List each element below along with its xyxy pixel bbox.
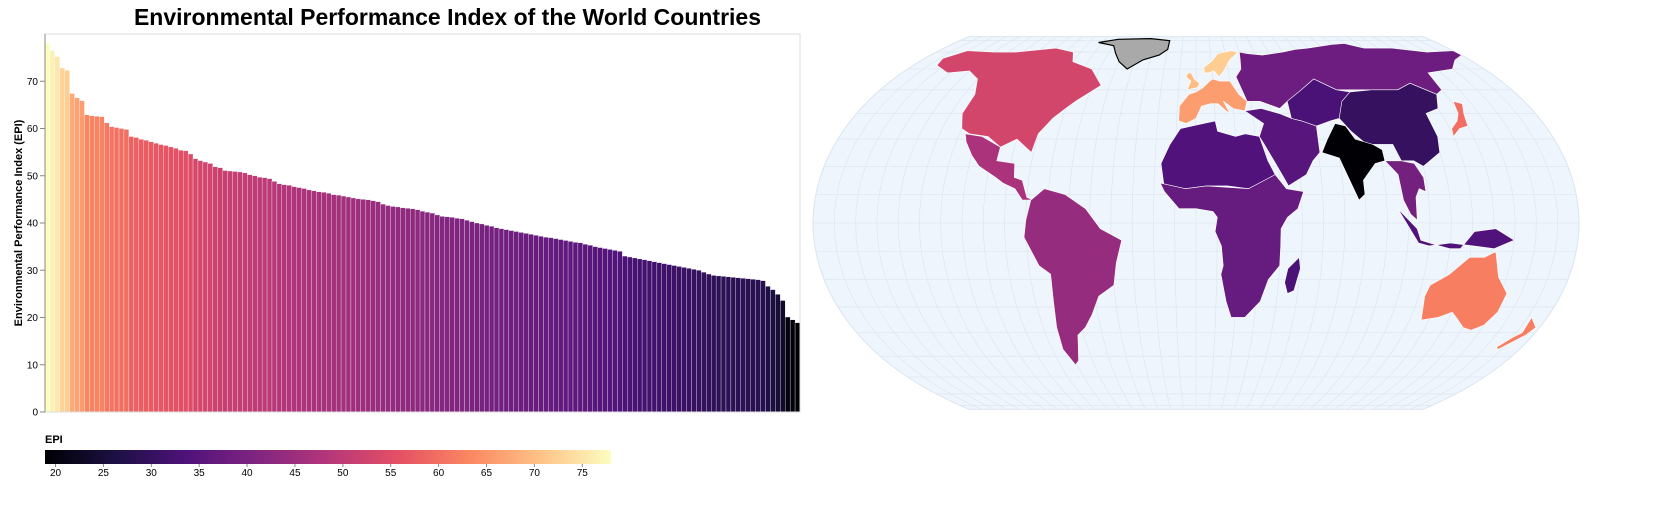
legend-tick-label: 30 xyxy=(146,468,158,479)
legend-tick-label: 55 xyxy=(385,468,397,479)
china-mongolia-region xyxy=(1338,82,1441,167)
legend-tick-label: 40 xyxy=(242,468,254,479)
madagascar-region xyxy=(1284,256,1301,294)
color-legend: EPI 20 25 30 35 40 45 50 55 60 65 70 75 xyxy=(45,434,611,479)
legend-tick-label: 75 xyxy=(577,468,589,479)
bar-chart: 0 10 20 30 40 50 60 70 Environmental Performanc… xyxy=(13,33,801,419)
legend-tick-label: 65 xyxy=(481,468,493,479)
y-tick-label: 50 xyxy=(27,171,39,182)
south-america-region xyxy=(1023,188,1123,366)
y-tick-label: 20 xyxy=(27,313,39,324)
chart-title: Environmental Performance Index of the W… xyxy=(133,4,762,30)
y-tick-label: 10 xyxy=(27,360,39,371)
legend-tick-label: 50 xyxy=(337,468,349,479)
new-zealand-region xyxy=(1496,316,1537,350)
japan-region xyxy=(1451,100,1469,138)
legend-tick-label: 45 xyxy=(289,468,301,479)
y-tick-label: 30 xyxy=(27,266,39,277)
greenland-region xyxy=(1098,37,1171,70)
uk-region xyxy=(1185,72,1200,91)
sub-saharan-africa-region xyxy=(1159,174,1304,318)
scandinavia-region xyxy=(1203,50,1239,78)
legend-gradient xyxy=(45,450,611,464)
legend-ticks: 20 25 30 35 40 45 50 55 60 65 70 75 xyxy=(50,464,588,479)
legend-tick-label: 60 xyxy=(433,468,445,479)
western-europe-region xyxy=(1178,78,1248,124)
y-tick-label: 60 xyxy=(27,124,39,135)
australia-region xyxy=(1420,251,1508,331)
indonesia-region xyxy=(1397,208,1515,250)
y-tick-label: 0 xyxy=(32,408,38,419)
middle-east-region xyxy=(1243,108,1321,187)
legend-tick-label: 35 xyxy=(194,468,206,479)
y-ticks: 0 10 20 30 40 50 60 70 xyxy=(27,77,45,419)
legend-tick-label: 20 xyxy=(50,468,62,479)
southeast-asia-region xyxy=(1384,160,1427,221)
legend-title: EPI xyxy=(45,434,63,446)
y-tick-label: 70 xyxy=(27,77,39,88)
north-america-region xyxy=(936,47,1102,154)
legend-tick-label: 25 xyxy=(98,468,110,479)
y-axis-title: Environmental Performance Index (EPI) xyxy=(13,119,25,326)
legend-tick-label: 70 xyxy=(529,468,541,479)
y-tick-label: 40 xyxy=(27,219,39,230)
map-countries xyxy=(936,37,1537,366)
